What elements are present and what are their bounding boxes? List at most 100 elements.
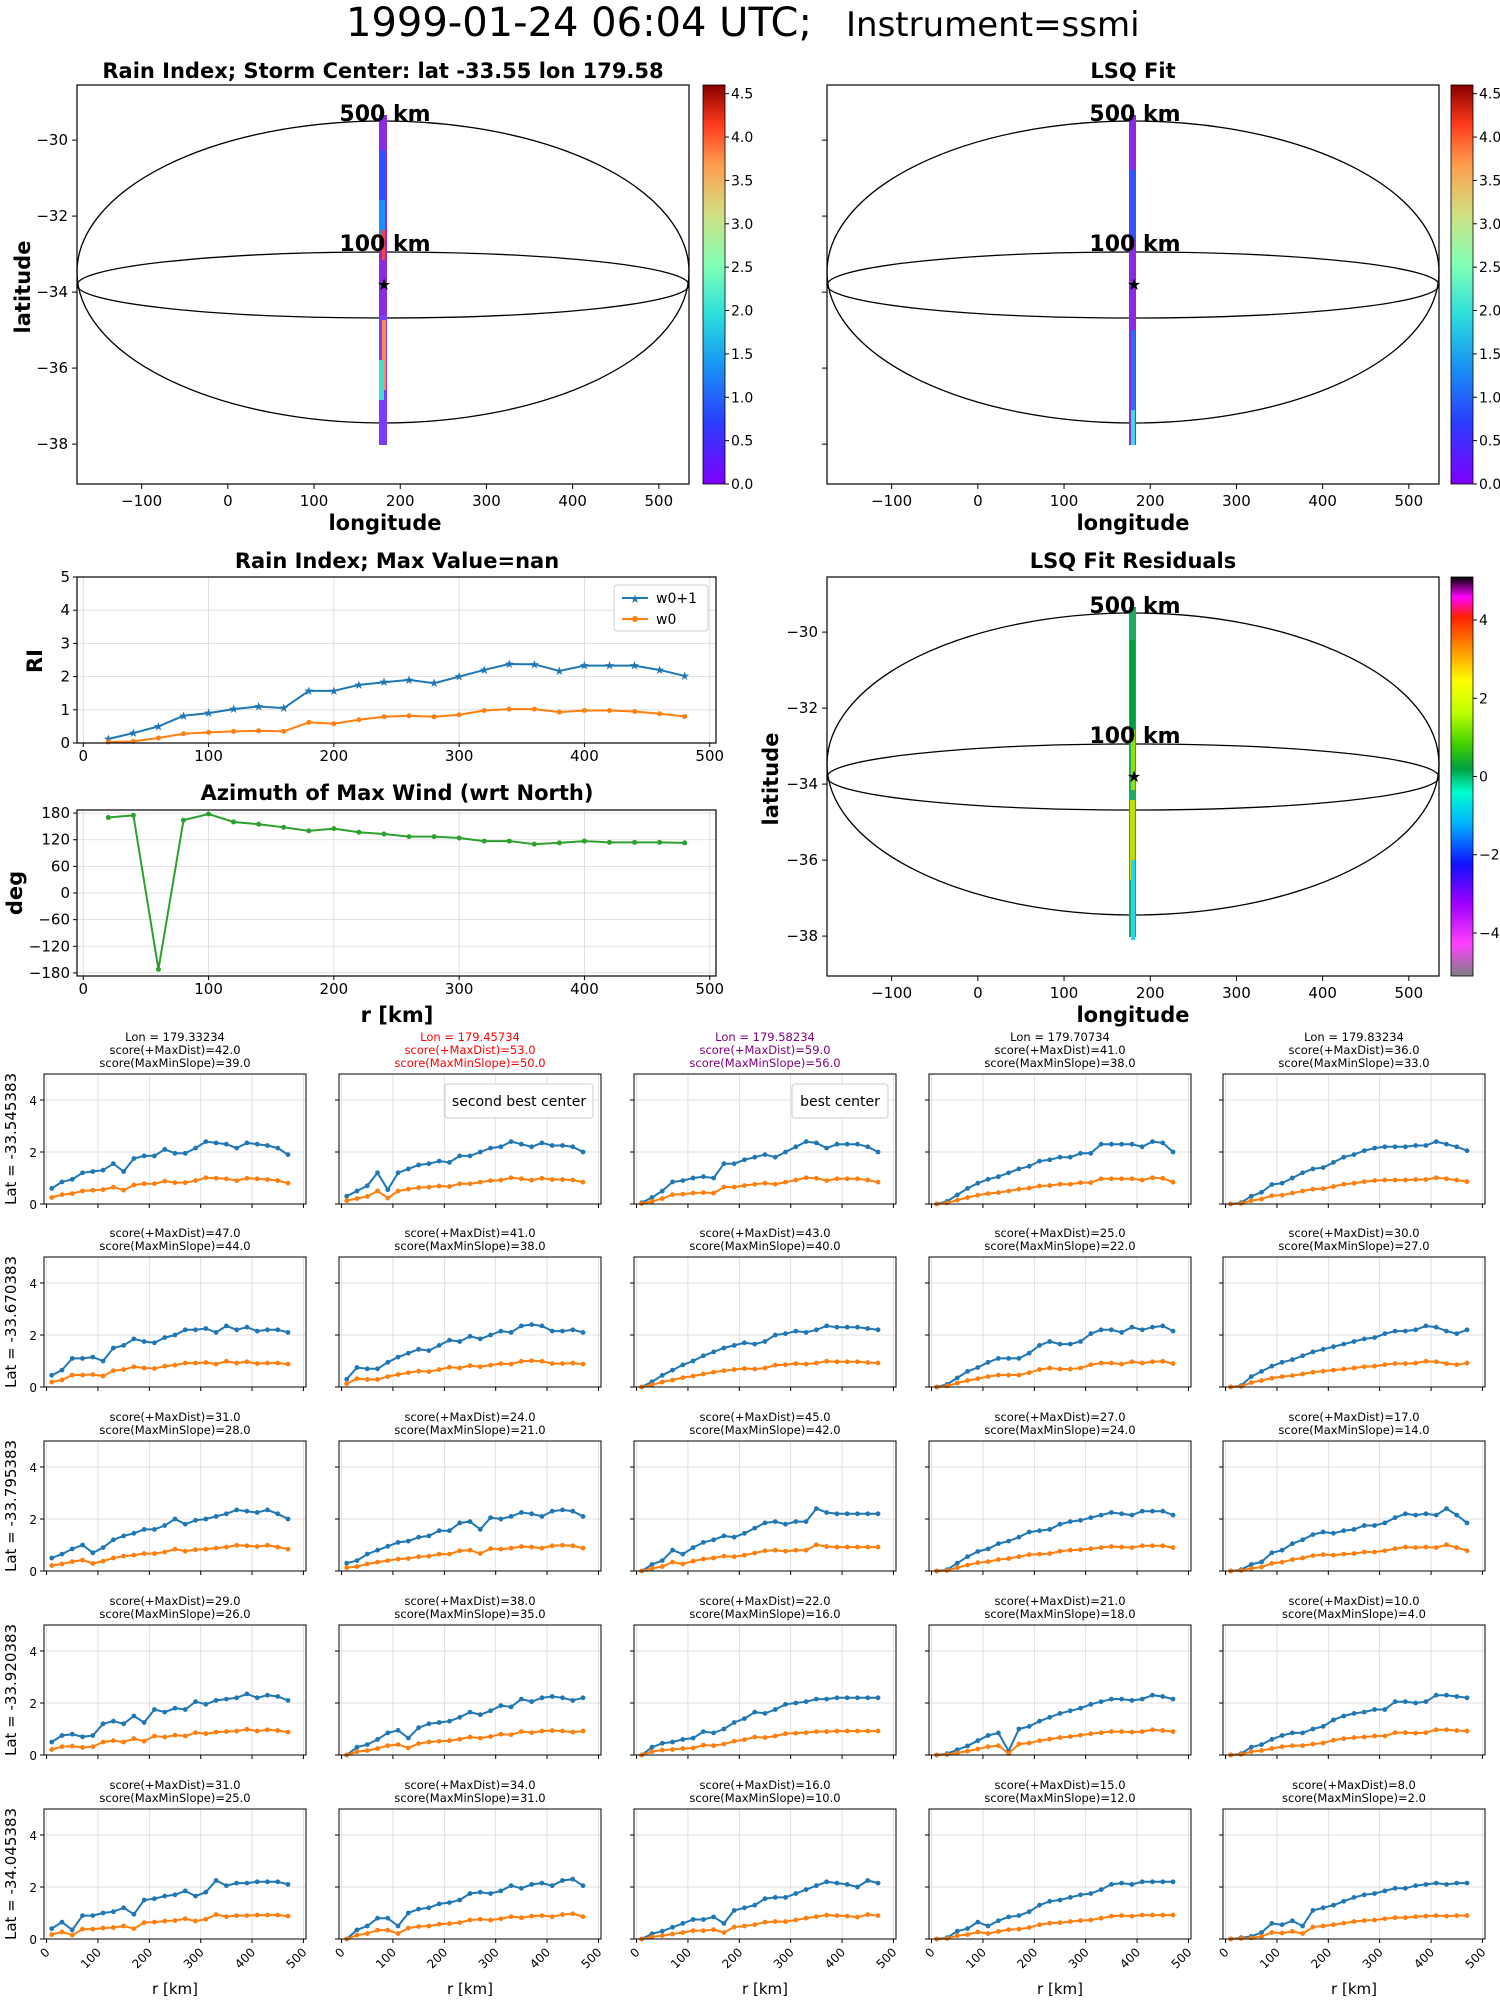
azimuth-profile-ytick-label: −120	[29, 937, 70, 955]
grid-w0-point	[875, 1360, 881, 1366]
grid-w0-point	[1047, 1183, 1053, 1188]
grid-w0-point	[477, 1916, 483, 1922]
grid-w0p1-point	[813, 1696, 819, 1702]
grid-w0p1-point	[985, 1546, 991, 1552]
grid-w0-point	[1351, 1919, 1357, 1924]
lsq-residuals-map-ytick-label: −34	[786, 775, 818, 793]
grid-cell-xtick-label: 300	[1066, 1945, 1092, 1971]
grid-cell-frame	[1222, 1808, 1486, 1940]
azimuth-point	[456, 835, 462, 841]
grid-w0p1-point	[447, 1160, 452, 1165]
grid-w0-point	[659, 1196, 665, 1201]
grid-w0p1-point	[803, 1887, 809, 1892]
grid-cell-frame	[43, 1624, 307, 1756]
grid-w0p1-point	[223, 1696, 229, 1702]
grid-w0p1-point	[100, 1910, 106, 1916]
grid-w0-point	[265, 1360, 270, 1366]
grid-cell-xtick-label: 500	[578, 1945, 604, 1971]
grid-w0-point	[467, 1547, 473, 1553]
grid-w0p1-point	[234, 1145, 240, 1151]
grid-w0p1-point	[965, 1186, 970, 1191]
grid-w0-point	[1129, 1729, 1135, 1735]
grid-w0-point	[100, 1558, 106, 1564]
grid-w0p1-point	[254, 1328, 260, 1334]
grid-w0p1-point	[975, 1180, 981, 1186]
grid-w0-point	[965, 1562, 970, 1568]
grid-w0-point	[416, 1368, 422, 1374]
grid-w0-point	[457, 1920, 463, 1926]
grid-w0-point	[375, 1746, 380, 1751]
grid-w0p1-point	[783, 1521, 788, 1527]
grid-w0p1-point	[1047, 1339, 1053, 1344]
grid-w0p1-line	[345, 1323, 584, 1380]
grid-cell-score-slope: score(MaxMinSlope)=18.0	[984, 1607, 1135, 1621]
grid-w0-point	[152, 1919, 157, 1925]
grid-w0-point	[354, 1564, 360, 1569]
azimuth-profile: Azimuth of Max Wind (wrt North) 0 100 200 3…	[3, 781, 724, 1027]
grid-w0p1-point	[275, 1145, 281, 1151]
grid-w0p1-point	[223, 1323, 229, 1329]
grid-w0p1-point	[1098, 1141, 1104, 1147]
grid-w0p1-point	[975, 1738, 981, 1744]
grid-w0-point	[995, 1929, 1001, 1934]
grid-w0-point	[110, 1555, 116, 1561]
grid-w0-point	[69, 1743, 75, 1749]
grid-w0-point	[354, 1196, 360, 1201]
grid-w0-point	[1238, 1384, 1244, 1389]
azimuth-point	[556, 840, 562, 846]
grid-w0p1-point	[1259, 1189, 1264, 1195]
grid-w0p1-point	[213, 1698, 219, 1703]
rain-index-profile: Rain Index; Max Value=nan 0 100 200 300 400 5…	[23, 549, 724, 765]
rain-index-profile-xtick-label: 300	[445, 747, 474, 765]
grid-w0-point	[203, 1360, 209, 1365]
grid-w0-point	[690, 1745, 696, 1751]
grid-w0p1-point	[80, 1734, 85, 1740]
lsq-fit-map-xlabel: longitude	[1076, 511, 1189, 535]
grid-w0-point	[1078, 1180, 1083, 1186]
grid-w0-point	[426, 1553, 432, 1559]
rain-index-w0-point	[456, 712, 462, 718]
rain-index-w0-point	[481, 707, 487, 713]
grid-w0p1-point	[875, 1695, 881, 1701]
grid-w0-point	[580, 1179, 586, 1185]
grid-w0-point	[721, 1741, 727, 1747]
grid-w0p1-point	[395, 1540, 401, 1545]
rain-index-w0p1-point: ★	[679, 669, 690, 683]
grid-w0-point	[529, 1913, 535, 1919]
grid-w0p1-point	[59, 1551, 65, 1557]
grid-w0p1-point	[1289, 1541, 1295, 1547]
grid-w0p1-point	[426, 1533, 432, 1539]
grid-w0-point	[700, 1556, 706, 1562]
grid-w0p1-point	[711, 1175, 717, 1181]
grid-w0p1-point	[1139, 1879, 1145, 1885]
grid-w0-point	[1078, 1732, 1083, 1738]
grid-w0p1-point	[1433, 1139, 1439, 1144]
grid-w0-point	[405, 1925, 411, 1931]
grid-w0p1-point	[772, 1895, 778, 1900]
grid-cell-score-slope: score(MaxMinSlope)=35.0	[394, 1607, 545, 1621]
grid-w0p1-point	[244, 1880, 250, 1886]
grid-w0-point	[1382, 1362, 1388, 1368]
rain-index-w0p1-point: ★	[103, 732, 114, 746]
rain-index-map-xtick-label: 100	[300, 492, 329, 510]
grid-w0p1-point	[865, 1695, 871, 1701]
grid-w0-point	[670, 1747, 675, 1752]
grid-cell-frame	[633, 1440, 897, 1572]
grid-w0p1-point	[1057, 1341, 1063, 1347]
grid-w0-point	[498, 1916, 504, 1922]
grid-w0p1-point	[875, 1149, 881, 1155]
grid-cell-frame	[338, 1073, 602, 1205]
grid-w0-point	[659, 1747, 665, 1753]
grid-w0p1-point	[721, 1726, 727, 1732]
grid-w0p1-point	[680, 1178, 686, 1183]
grid-w0-point	[1433, 1359, 1439, 1365]
grid-w0p1-point	[742, 1340, 747, 1346]
grid-row-label: Lat = -34.045383	[2, 1808, 20, 1940]
grid-w0p1-point	[364, 1183, 370, 1189]
grid-w0p1-point	[182, 1707, 188, 1712]
grid-w0p1-point	[1150, 1508, 1155, 1514]
azimuth-profile-ytick-label: −180	[29, 964, 70, 982]
rain-index-map-xtick-label: 200	[386, 492, 415, 510]
grid-w0-point	[385, 1743, 391, 1749]
grid-w0-point	[711, 1369, 717, 1375]
